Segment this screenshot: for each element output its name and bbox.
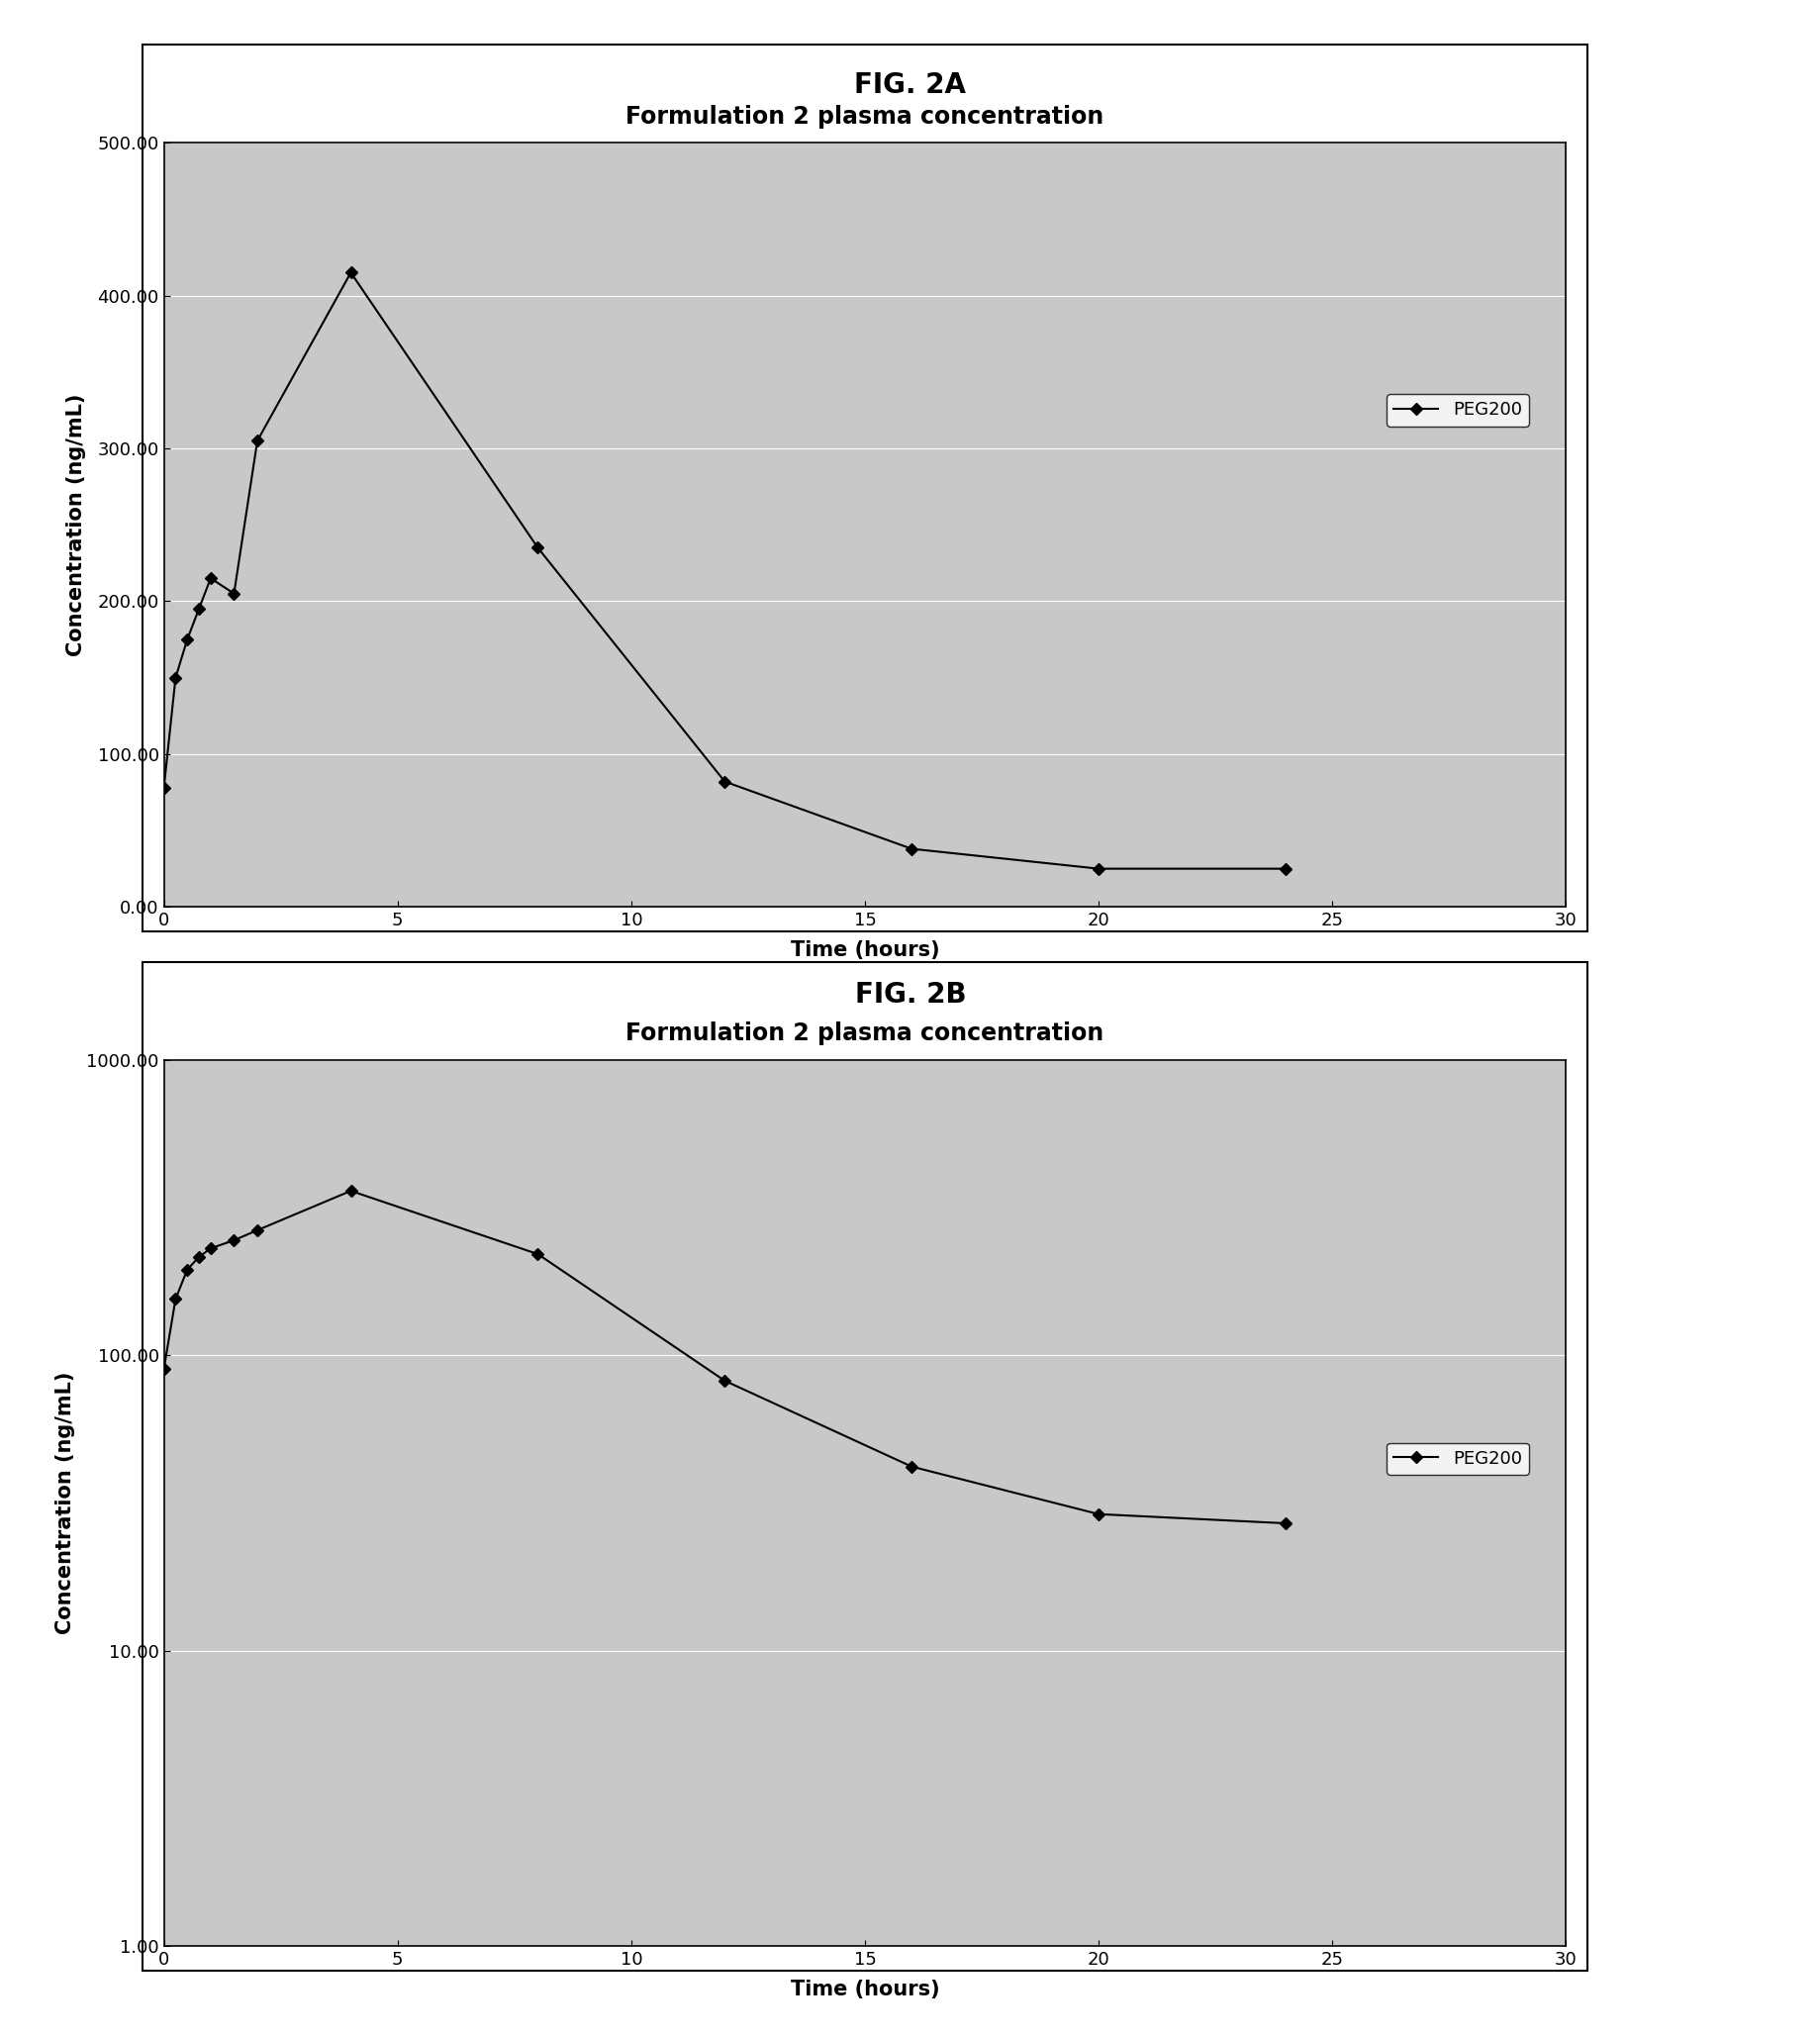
PEG200 [153, 776, 175, 801]
PEG200 [246, 1219, 268, 1243]
Title: Formulation 2 plasma concentration: Formulation 2 plasma concentration [626, 104, 1103, 128]
PEG200 [153, 1357, 175, 1382]
PEG200 [177, 1257, 198, 1282]
PEG200 [1087, 856, 1108, 880]
PEG200 [200, 567, 222, 591]
Text: FIG. 2B: FIG. 2B [854, 980, 966, 1009]
Line: PEG200: PEG200 [160, 269, 1289, 872]
PEG200 [340, 1178, 362, 1202]
Y-axis label: Concentration (ng/mL): Concentration (ng/mL) [56, 1372, 75, 1634]
X-axis label: Time (hours): Time (hours) [790, 940, 939, 960]
PEG200 [901, 836, 923, 860]
PEG200 [526, 536, 548, 560]
PEG200 [187, 1245, 209, 1270]
Y-axis label: Concentration (ng/mL): Concentration (ng/mL) [67, 393, 86, 656]
PEG200 [222, 581, 244, 605]
PEG200 [340, 261, 362, 285]
Title: Formulation 2 plasma concentration: Formulation 2 plasma concentration [626, 1021, 1103, 1045]
PEG200 [713, 1367, 735, 1392]
PEG200 [713, 768, 735, 793]
Text: FIG. 2A: FIG. 2A [854, 71, 966, 100]
Line: PEG200: PEG200 [160, 1186, 1289, 1526]
PEG200 [164, 1286, 186, 1310]
PEG200 [164, 664, 186, 689]
PEG200 [200, 1237, 222, 1262]
PEG200 [177, 628, 198, 652]
Legend: PEG200: PEG200 [1385, 1443, 1529, 1476]
PEG200 [187, 597, 209, 622]
PEG200 [222, 1229, 244, 1253]
X-axis label: Time (hours): Time (hours) [790, 1979, 939, 1999]
PEG200 [1274, 1510, 1296, 1535]
Legend: PEG200: PEG200 [1385, 393, 1529, 426]
PEG200 [1274, 856, 1296, 880]
PEG200 [526, 1241, 548, 1266]
PEG200 [1087, 1502, 1108, 1526]
PEG200 [901, 1455, 923, 1480]
PEG200 [246, 428, 268, 452]
